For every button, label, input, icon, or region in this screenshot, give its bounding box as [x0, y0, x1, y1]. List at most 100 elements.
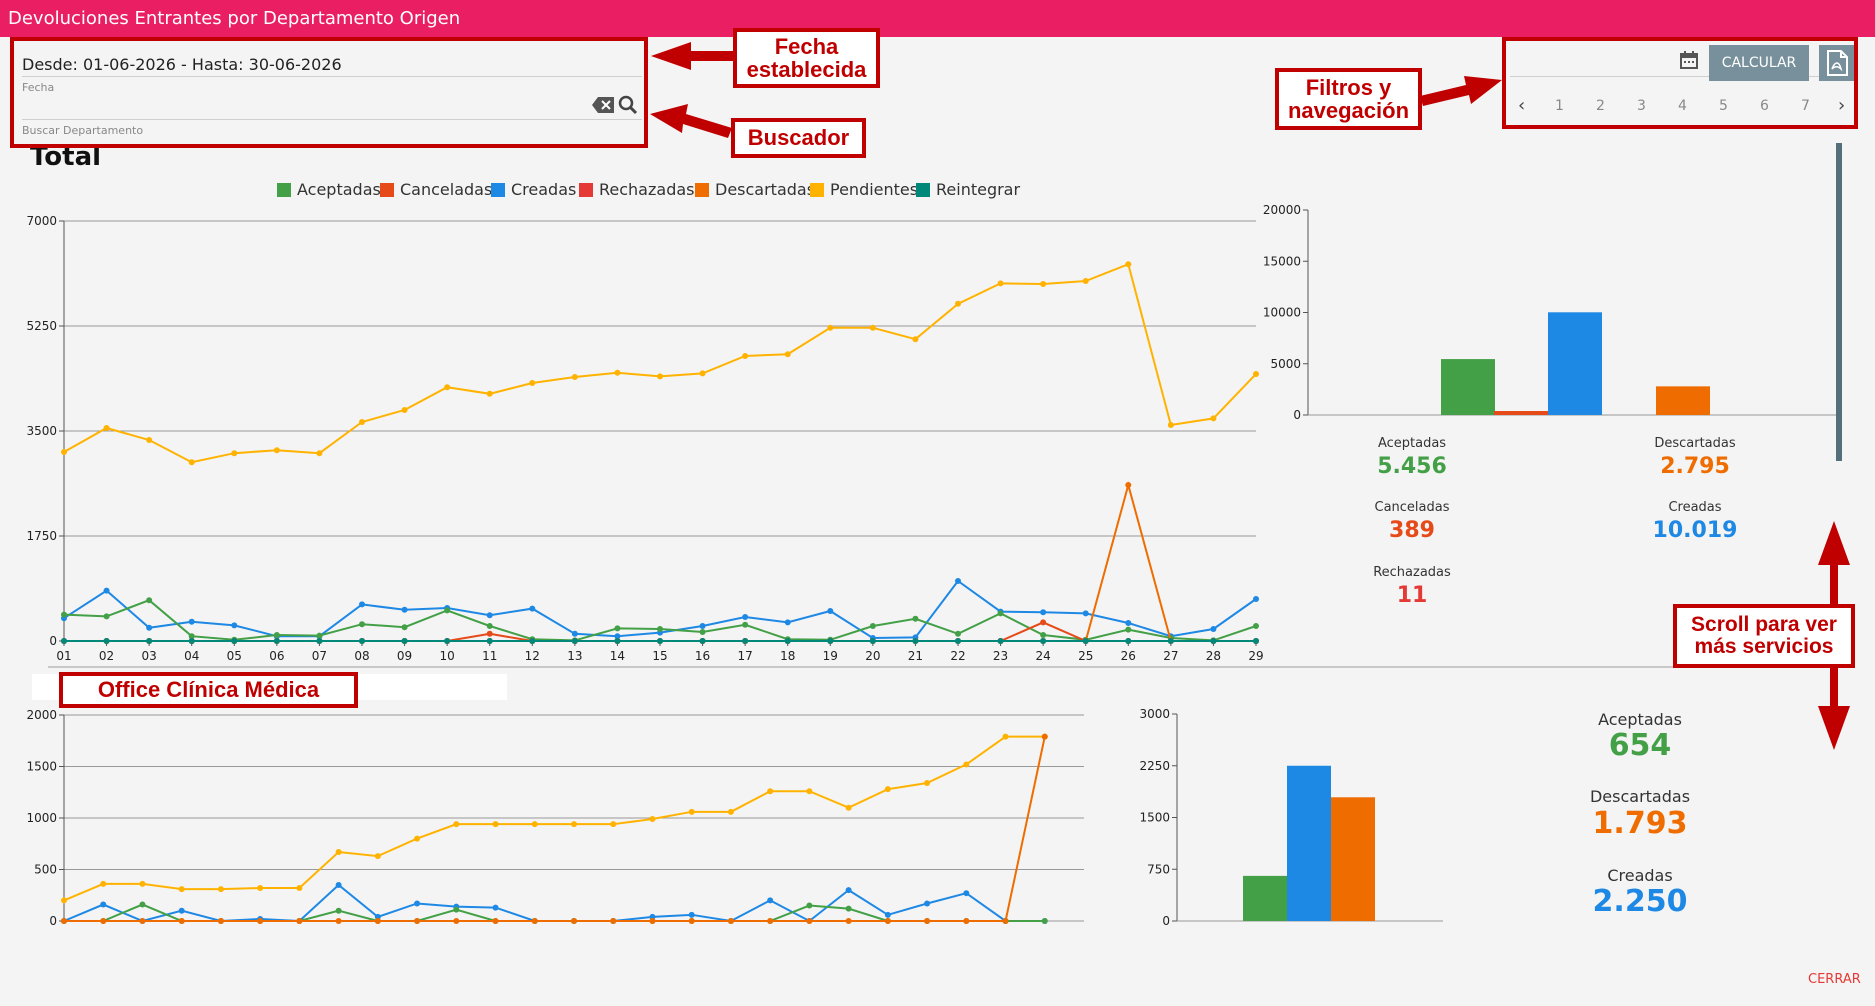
- data-point: [1210, 415, 1217, 422]
- stat-label: Creadas: [1668, 500, 1722, 515]
- close-button[interactable]: CERRAR: [1808, 972, 1861, 987]
- data-point: [146, 638, 153, 644]
- stat-label: Rechazadas: [1373, 565, 1451, 580]
- data-point: [1125, 261, 1132, 268]
- legend-label: Rechazadas: [599, 180, 695, 199]
- title-bar: Devoluciones Entrantes por Departamento …: [0, 0, 1875, 37]
- data-point: [997, 280, 1004, 287]
- y-tick-label: 0: [49, 634, 57, 648]
- data-point: [139, 880, 146, 887]
- page-7[interactable]: 7: [1801, 98, 1810, 114]
- data-point: [614, 369, 621, 376]
- data-point: [827, 608, 834, 614]
- clear-search-icon[interactable]: [592, 97, 614, 113]
- bar-descartadas: [1656, 386, 1710, 415]
- data-point: [529, 605, 536, 612]
- data-point: [316, 638, 323, 644]
- legend-creadas[interactable]: Creadas: [491, 180, 576, 199]
- data-point: [955, 630, 961, 637]
- data-point: [374, 853, 381, 860]
- legend-rechazadas[interactable]: Rechazadas: [579, 180, 694, 199]
- data-point: [742, 638, 749, 644]
- series-line-descartadas: [64, 481, 1256, 642]
- data-point: [188, 459, 195, 466]
- stat-value: 11: [1396, 583, 1428, 608]
- page-3[interactable]: 3: [1637, 98, 1646, 114]
- data-point: [359, 638, 365, 644]
- data-point: [1125, 638, 1132, 644]
- data-point: [571, 374, 578, 380]
- search-icon[interactable]: [618, 95, 638, 115]
- data-point: [784, 351, 791, 358]
- next-page-icon[interactable]: ›: [1838, 95, 1846, 116]
- data-point: [845, 804, 852, 811]
- date-field-underline: [22, 76, 642, 77]
- data-point: [178, 918, 185, 924]
- scrollbar-thumb[interactable]: [1836, 143, 1842, 461]
- data-point: [444, 607, 451, 614]
- data-point: [1041, 733, 1048, 740]
- series-line-creadas: [63, 883, 1045, 923]
- page-5[interactable]: 5: [1719, 98, 1728, 114]
- data-point: [955, 578, 961, 584]
- search-input[interactable]: Buscar Departamento: [22, 124, 144, 137]
- data-point: [742, 614, 749, 620]
- x-tick-label: 22: [950, 649, 965, 663]
- x-tick-label: 01: [56, 649, 71, 663]
- data-point: [61, 897, 67, 904]
- series-line-pendientes: [63, 735, 1045, 902]
- legend-pendientes[interactable]: Pendientes: [810, 180, 918, 199]
- calendar-icon[interactable]: [1680, 51, 1698, 69]
- data-point: [657, 373, 663, 380]
- data-point: [61, 918, 67, 924]
- bar-creadas: [1548, 312, 1602, 415]
- data-point: [374, 918, 381, 924]
- data-point: [231, 450, 238, 457]
- data-point: [486, 623, 493, 629]
- page-2[interactable]: 2: [1596, 98, 1605, 114]
- calculate-button[interactable]: CALCULAR: [1709, 45, 1809, 81]
- data-point: [178, 907, 185, 914]
- data-point: [316, 450, 323, 457]
- y-tick-label: 750: [1147, 862, 1170, 876]
- data-point: [359, 621, 365, 628]
- page-1[interactable]: 1: [1555, 98, 1564, 114]
- data-point: [649, 816, 656, 823]
- stat-value: 2.795: [1660, 454, 1730, 479]
- data-point: [649, 918, 656, 924]
- data-point: [571, 821, 577, 828]
- data-point: [359, 601, 365, 608]
- page-6[interactable]: 6: [1760, 98, 1769, 114]
- x-tick-label: 25: [1078, 649, 1093, 663]
- stat-label: Aceptadas: [1377, 436, 1447, 451]
- legend-aceptadas[interactable]: Aceptadas: [277, 180, 381, 199]
- data-point: [869, 623, 876, 629]
- data-point: [188, 633, 195, 640]
- stat-label: Creadas: [1607, 866, 1673, 885]
- page-4[interactable]: 4: [1678, 98, 1687, 114]
- data-point: [657, 626, 663, 632]
- data-point: [614, 633, 621, 640]
- data-point: [486, 612, 493, 619]
- data-point: [1082, 278, 1089, 284]
- x-tick-label: 27: [1163, 649, 1178, 663]
- pdf-icon[interactable]: [1819, 45, 1855, 81]
- date-field-label: Fecha: [22, 81, 55, 94]
- data-point: [103, 425, 110, 431]
- legend-reintegrar[interactable]: Reintegrar: [916, 180, 1020, 199]
- data-point: [486, 638, 493, 644]
- bar-aceptadas: [1441, 359, 1495, 415]
- stat-value: 10.019: [1652, 518, 1738, 543]
- prev-page-icon[interactable]: ‹: [1518, 95, 1526, 116]
- date-range-field[interactable]: Desde: 01-06-2026 - Hasta: 30-06-2026: [22, 55, 342, 74]
- data-point: [486, 630, 493, 637]
- stat-value: 2.250: [1592, 884, 1688, 919]
- bar-descartadas: [1331, 797, 1375, 921]
- legend-canceladas[interactable]: Canceladas: [380, 180, 492, 199]
- annotation-frame-toolbar: [1502, 37, 1858, 129]
- data-point: [924, 918, 931, 924]
- y-tick-label: 3500: [26, 424, 57, 438]
- y-tick-label: 1000: [26, 811, 57, 825]
- legend-descartadas[interactable]: Descartadas: [695, 180, 815, 199]
- data-point: [963, 890, 970, 897]
